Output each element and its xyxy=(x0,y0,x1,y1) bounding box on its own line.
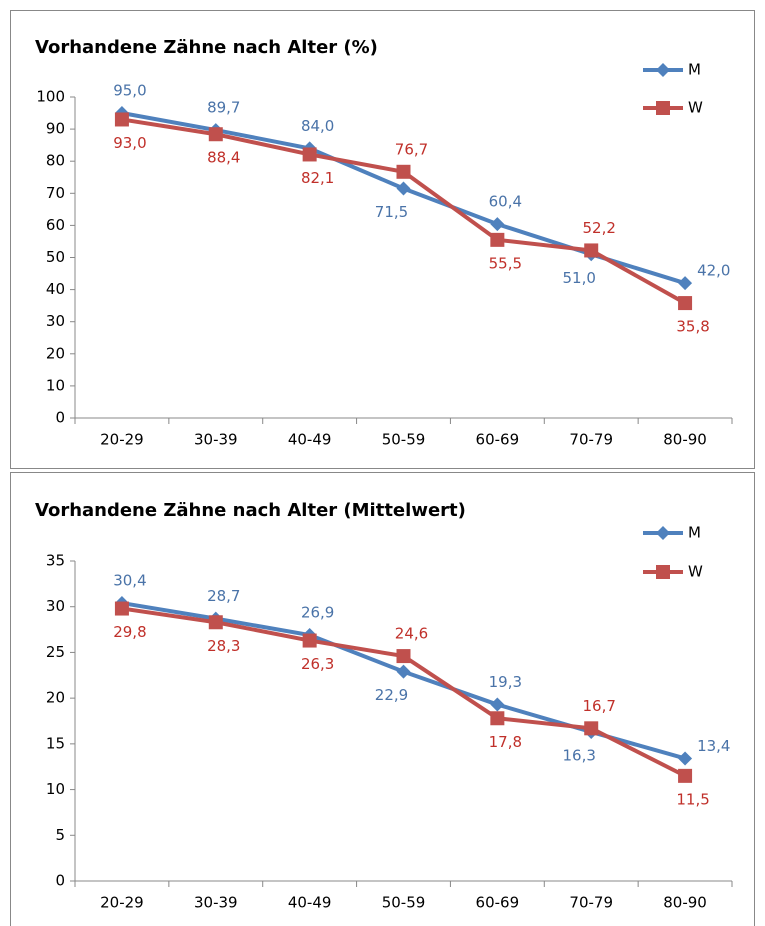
legend-marker xyxy=(656,63,670,77)
data-label: 28,3 xyxy=(207,637,240,655)
legend-marker xyxy=(656,101,670,115)
y-tick-label: 20 xyxy=(46,344,65,362)
data-label: 24,6 xyxy=(395,625,428,643)
y-tick-label: 15 xyxy=(46,734,65,752)
x-tick-label: 30-39 xyxy=(194,431,238,449)
marker xyxy=(490,697,505,712)
marker xyxy=(490,711,505,726)
legend-label: M xyxy=(688,61,701,79)
y-tick-label: 70 xyxy=(46,184,65,202)
data-label: 82,1 xyxy=(301,169,334,187)
data-label: 16,3 xyxy=(563,746,596,764)
data-label: 16,7 xyxy=(583,697,616,715)
data-label: 88,4 xyxy=(207,149,240,167)
x-tick-label: 70-79 xyxy=(569,894,613,912)
data-label: 51,0 xyxy=(563,269,596,287)
data-label: 13,4 xyxy=(697,737,730,755)
marker xyxy=(208,127,223,142)
data-label: 84,0 xyxy=(301,117,334,135)
legend-label: W xyxy=(688,99,703,117)
panel-border xyxy=(10,472,755,926)
chart-title: Vorhandene Zähne nach Alter (Mittelwert) xyxy=(35,500,466,521)
data-label: 52,2 xyxy=(583,219,616,237)
data-label: 55,5 xyxy=(489,254,522,272)
y-tick-label: 100 xyxy=(36,88,65,106)
marker xyxy=(114,112,129,127)
data-label: 26,9 xyxy=(301,604,334,622)
x-tick-label: 70-79 xyxy=(569,431,613,449)
data-label: 26,3 xyxy=(301,655,334,673)
y-tick-label: 25 xyxy=(46,643,65,661)
marker xyxy=(396,649,411,664)
x-tick-label: 40-49 xyxy=(288,894,332,912)
x-tick-label: 80-90 xyxy=(663,894,707,912)
x-tick-label: 60-69 xyxy=(476,431,520,449)
panel-border xyxy=(10,10,755,469)
y-tick-label: 20 xyxy=(46,689,65,707)
data-label: 22,9 xyxy=(375,686,408,704)
x-tick-label: 50-59 xyxy=(382,431,426,449)
data-label: 28,7 xyxy=(207,587,240,605)
data-label: 60,4 xyxy=(489,193,522,211)
data-label: 89,7 xyxy=(207,99,240,117)
marker xyxy=(584,243,599,258)
x-tick-label: 40-49 xyxy=(288,431,332,449)
marker xyxy=(584,721,599,736)
marker xyxy=(302,633,317,648)
x-tick-label: 50-59 xyxy=(382,894,426,912)
x-tick-label: 80-90 xyxy=(663,431,707,449)
data-label: 71,5 xyxy=(375,203,408,221)
chart-title: Vorhandene Zähne nach Alter (%) xyxy=(35,37,378,58)
marker xyxy=(490,217,505,232)
y-tick-label: 5 xyxy=(55,826,65,844)
legend-marker xyxy=(656,526,670,540)
data-label: 35,8 xyxy=(676,318,709,336)
x-tick-label: 20-29 xyxy=(100,894,144,912)
y-tick-label: 60 xyxy=(46,216,65,234)
legend-label: M xyxy=(688,524,701,542)
y-tick-label: 0 xyxy=(55,409,65,427)
data-label: 95,0 xyxy=(113,82,146,100)
y-tick-label: 40 xyxy=(46,280,65,298)
marker xyxy=(678,296,693,311)
marker xyxy=(490,232,505,247)
legend-marker xyxy=(656,565,670,579)
marker xyxy=(678,751,693,766)
y-tick-label: 50 xyxy=(46,248,65,266)
y-tick-label: 90 xyxy=(46,120,65,138)
marker xyxy=(678,768,693,783)
marker xyxy=(678,276,693,291)
marker xyxy=(302,147,317,162)
marker xyxy=(396,664,411,679)
legend-label: W xyxy=(688,563,703,581)
marker xyxy=(208,615,223,630)
data-label: 17,8 xyxy=(489,733,522,751)
y-tick-label: 10 xyxy=(46,780,65,798)
y-tick-label: 10 xyxy=(46,376,65,394)
y-tick-label: 30 xyxy=(46,312,65,330)
y-tick-label: 0 xyxy=(55,872,65,890)
marker xyxy=(114,601,129,616)
y-tick-label: 35 xyxy=(46,552,65,570)
data-label: 30,4 xyxy=(113,572,146,590)
y-tick-label: 80 xyxy=(46,152,65,170)
data-label: 42,0 xyxy=(697,262,730,280)
data-label: 93,0 xyxy=(113,134,146,152)
marker xyxy=(396,164,411,179)
y-tick-label: 30 xyxy=(46,597,65,615)
data-label: 11,5 xyxy=(676,790,709,808)
marker xyxy=(396,181,411,196)
x-tick-label: 30-39 xyxy=(194,894,238,912)
x-tick-label: 20-29 xyxy=(100,431,144,449)
data-label: 76,7 xyxy=(395,140,428,158)
data-label: 29,8 xyxy=(113,623,146,641)
data-label: 19,3 xyxy=(489,673,522,691)
x-tick-label: 60-69 xyxy=(476,894,520,912)
